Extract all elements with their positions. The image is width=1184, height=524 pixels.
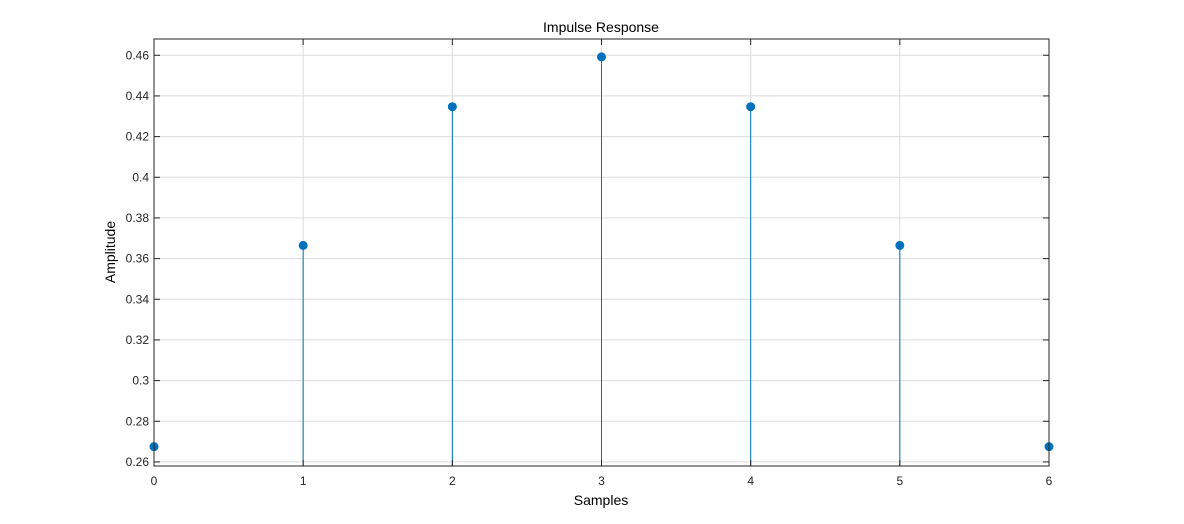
y-tick-label: 0.44 — [126, 89, 150, 103]
y-tick-label: 0.32 — [126, 333, 150, 347]
stem-marker — [895, 240, 905, 250]
ticks: 0 1 2 3 4 5 6 0.26 0.28 0.3 0.32 0.34 0.36 0.38 0.4 0.4… — [126, 39, 1053, 488]
x-tick-label: 0 — [151, 474, 158, 488]
y-tick-label: 0.36 — [126, 252, 150, 266]
stems — [149, 52, 1054, 466]
stem-marker — [597, 52, 606, 62]
x-tick-label: 3 — [598, 474, 605, 488]
y-axis-title: Amplitude — [102, 221, 118, 283]
y-tick-label: 0.42 — [126, 130, 150, 144]
x-tick-label: 4 — [747, 474, 754, 488]
y-tick-label: 0.34 — [126, 292, 150, 306]
x-tick-label: 1 — [300, 474, 307, 488]
x-tick-label: 2 — [449, 474, 456, 488]
y-tick-label: 0.46 — [126, 48, 150, 62]
x-tick-label: 6 — [1046, 474, 1053, 488]
x-tick-label: 5 — [896, 474, 903, 488]
x-axis-title: Samples — [574, 492, 628, 508]
y-tick-label: 0.38 — [126, 211, 150, 225]
stem-marker — [298, 240, 308, 250]
chart-title: Impulse Response — [543, 19, 659, 35]
y-tick-label: 0.26 — [126, 455, 150, 469]
y-tick-label: 0.28 — [126, 414, 150, 428]
stem-marker — [447, 102, 457, 112]
stem-marker — [746, 102, 756, 112]
y-tick-label: 0.3 — [132, 374, 149, 388]
y-tick-label: 0.4 — [132, 170, 149, 184]
